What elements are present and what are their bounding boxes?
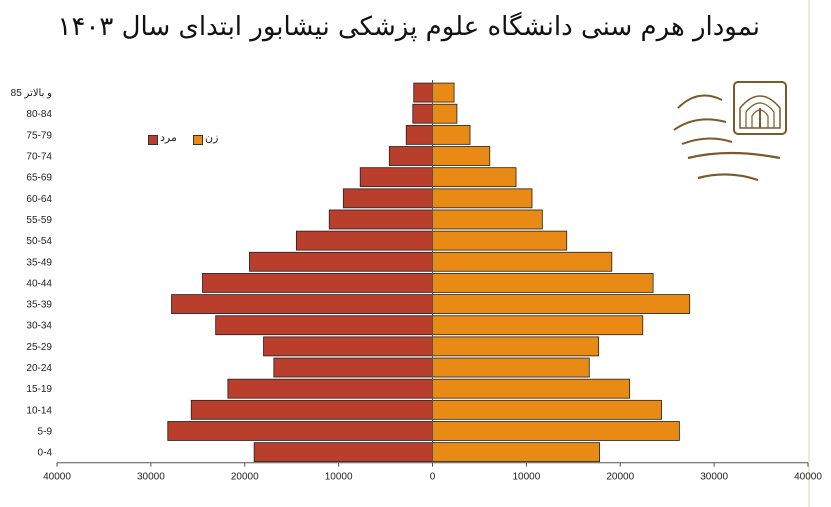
bar-female xyxy=(432,167,517,188)
y-tick-label: 80-84 xyxy=(26,109,52,120)
y-tick-label: 5-9 xyxy=(38,426,53,437)
x-tick-label: 0 xyxy=(430,472,436,483)
x-tick-label: 10000 xyxy=(512,472,540,483)
bar-female xyxy=(432,103,458,124)
y-tick-label: 50-54 xyxy=(26,236,52,247)
y-tick-label: 30-34 xyxy=(26,321,52,332)
legend-item-female: زن xyxy=(193,131,228,147)
bar-female xyxy=(432,209,543,230)
x-tick-label: 40000 xyxy=(794,472,822,483)
chart-legend: مرد زن xyxy=(148,131,228,147)
bar-male xyxy=(227,378,433,399)
y-tick-label: 75-79 xyxy=(26,130,52,141)
right-accent-strip xyxy=(808,0,810,507)
bar-female xyxy=(432,188,533,209)
y-tick-label: 15-19 xyxy=(26,384,52,395)
bar-female xyxy=(432,294,691,314)
x-tick-label: 40000 xyxy=(43,472,71,483)
bar-male xyxy=(413,82,433,103)
university-logo xyxy=(668,78,796,196)
bar-female xyxy=(432,442,600,463)
y-tick-label: 70-74 xyxy=(26,152,52,163)
bar-female xyxy=(432,357,590,378)
logo-dome xyxy=(739,95,781,129)
bar-male xyxy=(249,251,433,272)
y-tick-label: 60-64 xyxy=(26,194,52,205)
bar-female xyxy=(432,230,568,251)
bar-male xyxy=(412,103,433,124)
y-tick-label: 0-4 xyxy=(38,448,53,459)
logo-emblem-frame xyxy=(733,81,787,135)
bar-female xyxy=(432,273,654,293)
bar-male xyxy=(190,399,433,420)
bar-male xyxy=(342,188,433,209)
bar-male xyxy=(359,167,433,188)
page-title: نمودار هرم سنی دانشگاه علوم پزشکی نیشابو… xyxy=(57,12,760,42)
legend-item-male: مرد xyxy=(148,131,188,147)
bar-female xyxy=(432,378,631,399)
legend-swatch-female xyxy=(193,135,203,145)
bar-female xyxy=(432,82,455,103)
bar-female xyxy=(432,399,662,420)
bar-male xyxy=(253,442,433,463)
legend-swatch-male xyxy=(148,135,158,145)
legend-label-male: مرد xyxy=(160,131,177,144)
x-tick-label: 10000 xyxy=(325,472,353,483)
bar-female xyxy=(432,124,471,145)
bar-male xyxy=(171,294,433,314)
y-tick-label: 65-69 xyxy=(26,173,52,184)
x-tick-label: 20000 xyxy=(231,472,259,483)
bar-male xyxy=(295,230,433,251)
y-tick-label: 35-39 xyxy=(26,300,52,311)
bar-male xyxy=(328,209,433,230)
x-tick-label: 20000 xyxy=(606,472,634,483)
bar-male xyxy=(167,421,433,441)
bar-male xyxy=(215,315,433,336)
x-tick-label: 30000 xyxy=(137,472,165,483)
legend-label-female: زن xyxy=(205,131,219,144)
y-tick-label: 40-44 xyxy=(26,278,52,289)
y-tick-label: 35-49 xyxy=(26,257,52,268)
bar-female xyxy=(432,421,680,441)
bar-male xyxy=(388,146,433,166)
bar-female xyxy=(432,315,644,336)
y-tick-label: 25-29 xyxy=(26,342,52,353)
y-tick-label: 10-14 xyxy=(26,405,52,416)
x-tick-label: 30000 xyxy=(700,472,728,483)
y-tick-label: 85 و بالاتر xyxy=(11,88,53,99)
bar-male xyxy=(202,273,433,293)
bar-male xyxy=(263,336,433,357)
y-tick-label: 20-24 xyxy=(26,363,52,374)
bar-female xyxy=(432,146,491,166)
y-tick-label: 55-59 xyxy=(26,215,52,226)
bar-male xyxy=(273,357,433,378)
bar-female xyxy=(432,336,600,357)
bar-male xyxy=(405,124,433,145)
bar-female xyxy=(432,251,613,272)
